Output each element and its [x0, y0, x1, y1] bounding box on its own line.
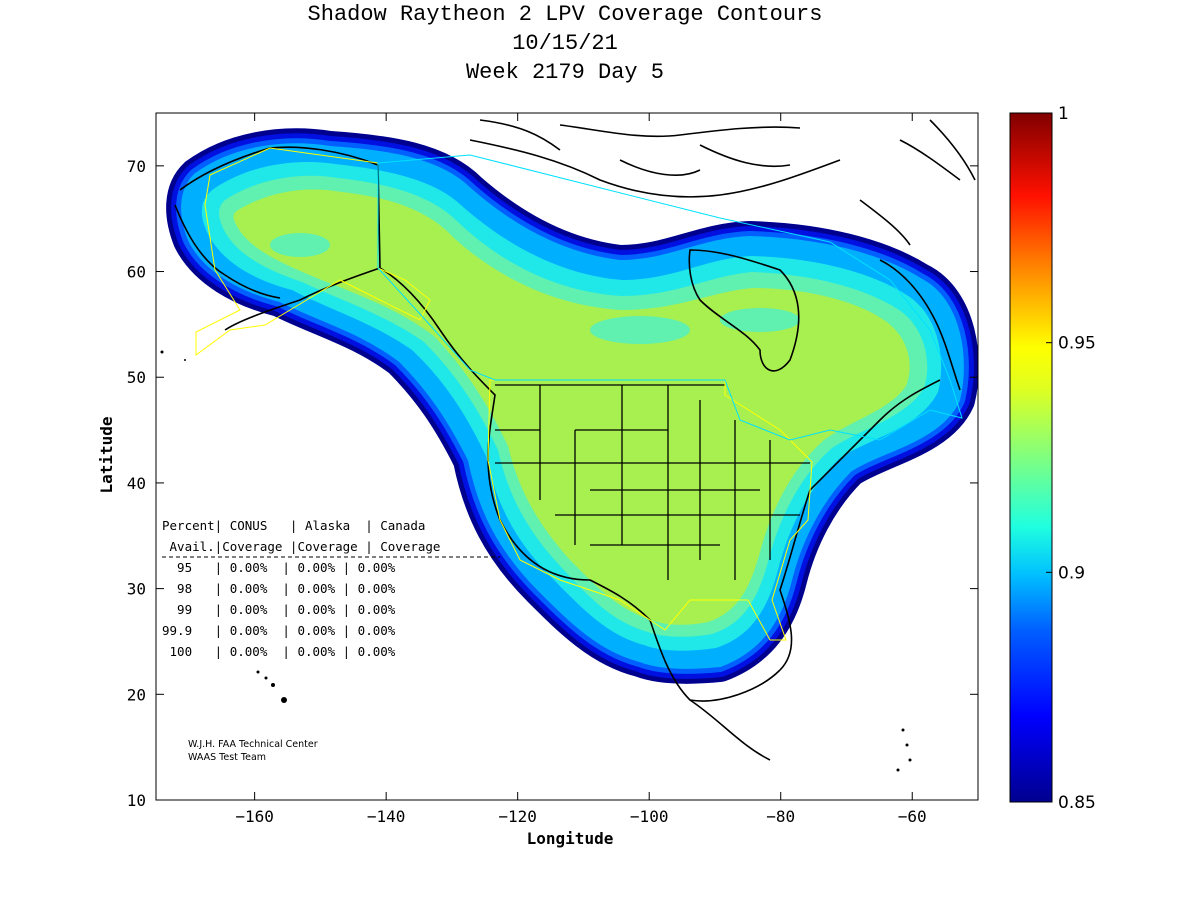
y-tick-label: 60: [127, 263, 146, 282]
colorbar: [1009, 112, 1053, 803]
colorbar-tick-label: 0.85: [1058, 793, 1096, 813]
band-core: [233, 189, 910, 625]
y-tick-label: 40: [127, 474, 146, 493]
patch-canada: [590, 316, 690, 344]
plot-frame: [155, 112, 979, 801]
y-tick-label: 30: [127, 580, 146, 599]
table-header-2: Avail.|Coverage |Coverage | Coverage: [162, 539, 440, 554]
x-tick-label: −120: [498, 807, 537, 826]
y-axis: 10 20 30 40 50 60 70: [127, 157, 978, 810]
x-tick-label: −100: [630, 807, 669, 826]
title-line-1: Shadow Raytheon 2 LPV Coverage Contours: [307, 2, 823, 27]
coverage-table: Percent| CONUS | Alaska | Canada Avail.|…: [162, 518, 500, 659]
title-line-2: 10/15/21: [512, 31, 618, 56]
colorbar-tick-label: 0.95: [1058, 334, 1096, 354]
coverage-contours: [160, 119, 976, 772]
patch-alaska: [270, 233, 330, 257]
colorbar-ticks: 0.85 0.9 0.95 1: [1046, 104, 1096, 813]
x-axis: −160 −140 −120 −100 −80 −60: [235, 113, 927, 826]
y-tick-label: 50: [127, 368, 146, 387]
x-tick-label: −60: [898, 807, 927, 826]
table-row: 99 | 0.00% | 0.00% | 0.00%: [162, 602, 396, 617]
colorbar-tick-label: 0.9: [1058, 563, 1085, 583]
y-tick-label: 70: [127, 157, 146, 176]
title-line-3: Week 2179 Day 5: [465, 60, 665, 85]
x-axis-label: Longitude: [527, 829, 614, 848]
region-outlines: [195, 147, 963, 641]
y-axis-label: Latitude: [97, 416, 116, 493]
state-borders: [495, 384, 810, 580]
islands: [160, 350, 912, 772]
table-header-1: Percent| CONUS | Alaska | Canada: [162, 518, 425, 533]
y-tick-label: 10: [127, 791, 146, 810]
table-row: 100 | 0.00% | 0.00% | 0.00%: [162, 644, 396, 659]
chart-title: Shadow Raytheon 2 LPV Coverage Contours …: [0, 0, 1130, 87]
table-row: 95 | 0.00% | 0.00% | 0.00%: [162, 560, 396, 575]
credit-line-1: W.J.H. FAA Technical Center: [188, 739, 318, 750]
table-row: 98 | 0.00% | 0.00% | 0.00%: [162, 581, 396, 596]
y-tick-label: 20: [127, 685, 146, 704]
x-tick-label: −160: [235, 807, 274, 826]
credit-line-2: WAAS Test Team: [188, 752, 266, 763]
patch-hudson: [720, 308, 800, 332]
x-tick-label: −80: [766, 807, 795, 826]
table-row: 99.9 | 0.00% | 0.00% | 0.00%: [162, 623, 396, 638]
colorbar-tick-label: 1: [1058, 104, 1069, 124]
x-tick-label: −140: [367, 807, 406, 826]
